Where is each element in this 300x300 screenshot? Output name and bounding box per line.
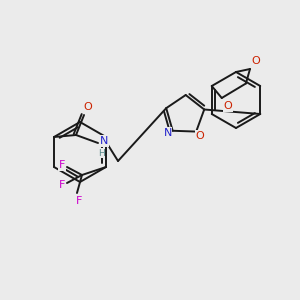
Text: F: F <box>76 196 82 206</box>
Text: O: O <box>252 56 260 66</box>
Text: O: O <box>196 130 205 141</box>
Text: N: N <box>164 128 172 138</box>
Text: N: N <box>100 136 108 146</box>
Text: F: F <box>59 180 65 190</box>
Text: F: F <box>59 160 65 170</box>
Text: O: O <box>224 101 232 111</box>
Text: H: H <box>98 148 104 158</box>
Text: O: O <box>84 102 92 112</box>
